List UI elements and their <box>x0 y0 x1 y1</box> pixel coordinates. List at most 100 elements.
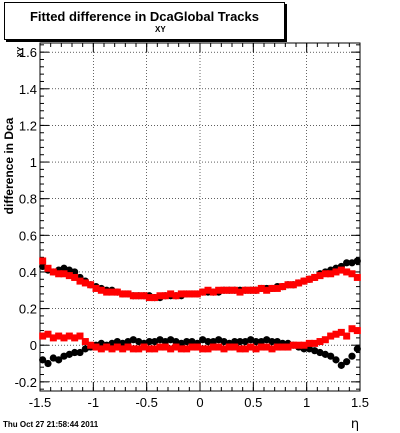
data-point-red <box>49 268 57 276</box>
chart-title: Fitted difference in DcaGlobal Tracks <box>5 9 284 24</box>
data-point-red <box>188 343 196 351</box>
data-point-red <box>263 286 271 294</box>
data-point-red <box>76 332 84 340</box>
data-point-red <box>220 286 228 294</box>
data-point-red <box>156 343 164 351</box>
data-point-red <box>71 273 79 281</box>
data-point-red <box>135 292 143 300</box>
chart-title-subscript: XY <box>155 25 166 34</box>
data-point-red <box>209 288 217 296</box>
data-point-red <box>199 345 207 353</box>
data-point-red <box>55 332 63 340</box>
data-point-red <box>327 270 335 278</box>
x-tick-label: 0 <box>196 395 203 410</box>
data-point-red <box>167 290 175 298</box>
data-point-red <box>151 294 159 302</box>
data-point-red <box>161 343 169 351</box>
data-point-red <box>257 284 265 292</box>
data-point-red <box>103 343 111 351</box>
data-point-red <box>204 286 212 294</box>
data-point-red <box>124 290 132 298</box>
data-point-red <box>140 343 148 351</box>
data-point-red <box>300 277 308 285</box>
data-point-red <box>119 345 127 353</box>
data-point-red <box>231 343 239 351</box>
data-point-red <box>60 270 68 278</box>
y-tick-label: 1.4 <box>19 82 37 97</box>
data-point-red <box>215 286 223 294</box>
data-point-red <box>257 343 265 351</box>
data-point-red <box>71 334 79 342</box>
y-tick-label: 0.6 <box>19 228 37 243</box>
data-point-red <box>321 270 329 278</box>
data-point-black <box>204 337 212 346</box>
data-point-red <box>311 339 319 347</box>
data-point-red <box>87 341 95 349</box>
x-axis-label: η <box>351 417 359 432</box>
chart-title-suffix: Global Tracks <box>173 9 259 24</box>
data-point-red <box>247 343 255 351</box>
data-point-red <box>236 288 244 296</box>
data-point-red <box>119 290 127 298</box>
data-point-red <box>172 292 180 300</box>
data-point-red <box>231 286 239 294</box>
chart-title-text: Fitted difference in Dca <box>29 9 174 24</box>
data-point-black <box>231 337 239 346</box>
chart-title-box: Fitted difference in DcaGlobal Tracks XY <box>4 2 285 40</box>
data-point-red <box>332 330 340 338</box>
data-point-red <box>348 270 356 278</box>
data-point-red <box>44 264 52 272</box>
data-point-red <box>81 338 89 346</box>
data-point-red <box>289 281 297 289</box>
data-point-red <box>145 345 153 353</box>
data-point-black <box>327 352 335 360</box>
data-point-black <box>236 337 244 346</box>
y-tick-label: 0.2 <box>19 302 37 317</box>
data-point-red <box>177 290 185 298</box>
data-point-red <box>135 345 143 353</box>
data-point-red <box>97 286 105 294</box>
data-point-red <box>145 294 153 302</box>
data-point-red <box>252 345 260 353</box>
data-point-black <box>343 259 351 267</box>
data-point-red <box>279 283 287 291</box>
data-point-red <box>295 341 303 349</box>
data-point-red <box>156 292 164 300</box>
y-tick-label: 0.4 <box>19 265 37 280</box>
data-point-red <box>337 266 345 274</box>
data-point-red <box>113 343 121 351</box>
data-point-black <box>353 345 361 353</box>
data-point-red <box>311 273 319 281</box>
data-point-red <box>108 288 116 296</box>
data-point-black <box>353 257 361 265</box>
y-axis-label-subscript: XY <box>16 46 25 57</box>
data-point-red <box>124 343 132 351</box>
data-point-red <box>284 343 292 351</box>
data-point-red <box>193 343 201 351</box>
data-point-red <box>284 281 292 289</box>
data-point-black <box>71 268 79 276</box>
data-point-black <box>71 348 79 357</box>
data-point-red <box>321 336 329 344</box>
data-point-red <box>305 275 313 283</box>
data-point-red <box>140 292 148 300</box>
data-point-red <box>337 328 345 336</box>
data-point-black <box>332 356 340 364</box>
y-tick-label: 0 <box>30 338 37 353</box>
data-point-black <box>145 337 153 346</box>
y-tick-label: 1.6 <box>19 45 37 60</box>
data-point-red <box>247 286 255 294</box>
data-point-black <box>268 337 276 346</box>
data-point-red <box>129 345 137 353</box>
data-point-red <box>92 343 100 351</box>
data-point-red <box>353 273 361 281</box>
data-point-red <box>49 334 57 342</box>
data-point-red <box>65 272 73 280</box>
data-point-red <box>279 343 287 351</box>
data-markers <box>39 257 361 369</box>
data-point-red <box>92 284 100 292</box>
x-tick-label: -0.5 <box>135 395 157 410</box>
data-point-black <box>183 337 191 346</box>
data-point-red <box>252 286 260 294</box>
y-tick-label: 1 <box>30 155 37 170</box>
